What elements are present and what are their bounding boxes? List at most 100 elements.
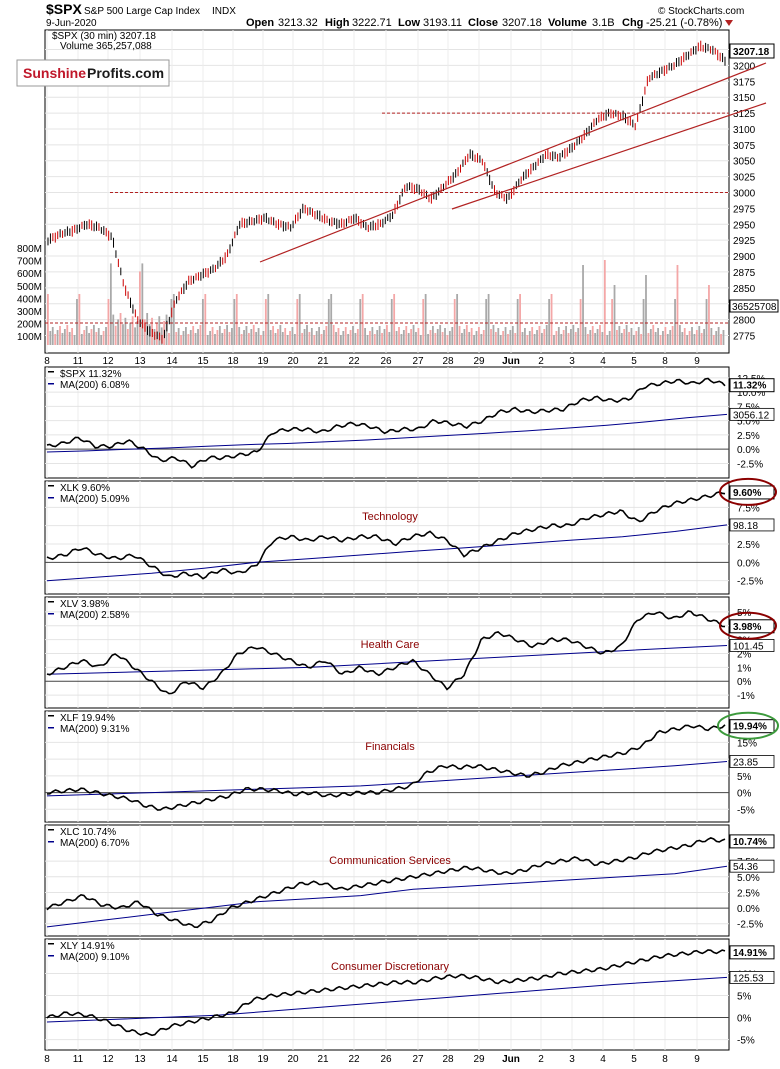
volume-bar — [722, 330, 725, 345]
volume-bar — [335, 332, 337, 345]
volume-bar — [313, 335, 316, 345]
volume-bar — [427, 334, 429, 345]
volume-bar — [509, 330, 512, 345]
volume-bar — [567, 333, 570, 345]
volume-bar — [717, 327, 720, 345]
volume-bar — [187, 334, 190, 345]
volume-bar — [250, 329, 253, 345]
ma-line — [46, 413, 728, 453]
sector-label: Financials — [365, 741, 415, 753]
high-label: High — [325, 17, 350, 29]
x-tick-label: 19 — [257, 356, 269, 367]
performance-line — [46, 610, 726, 695]
volume-bar — [548, 299, 551, 345]
volume-bar — [100, 335, 103, 345]
x-tick-label: 8 — [44, 356, 50, 367]
volume-bar — [410, 329, 413, 345]
volume-bar — [678, 325, 681, 345]
legend-swatch — [48, 371, 54, 373]
panel-y-tick: 5.0% — [737, 417, 760, 428]
panel-legend: XLK 9.60% — [60, 483, 110, 494]
volume-bar — [356, 329, 359, 345]
volume-bar — [223, 329, 226, 345]
ma-line — [46, 976, 728, 1023]
volume-bar — [233, 299, 236, 345]
volume-bar — [666, 334, 669, 345]
volume-bar — [381, 333, 383, 345]
volume-bar — [327, 299, 330, 345]
volume-bar — [201, 299, 204, 345]
volume-bar — [436, 329, 439, 345]
volume-bar — [267, 294, 270, 345]
volume-y-tick: 100M — [17, 332, 42, 343]
volume-bar — [695, 330, 698, 345]
volume-bar — [662, 331, 664, 345]
volume-bar — [71, 328, 74, 345]
volume-bar — [536, 330, 538, 345]
price-y-tick: 2800 — [733, 316, 756, 327]
trendline-lower — [451, 102, 767, 210]
price-y-tick: 2875 — [733, 268, 756, 279]
volume-bar — [269, 330, 272, 345]
highlight-ellipse — [717, 711, 779, 740]
volume-y-tick: 700M — [17, 257, 42, 268]
price-y-tick: 2850 — [733, 284, 756, 295]
volume-bar — [565, 326, 567, 345]
volume-bar — [119, 313, 122, 345]
volume-y-tick: 600M — [17, 269, 42, 280]
volume-bar — [393, 294, 396, 345]
x-tick-label: 2 — [538, 1054, 544, 1065]
panel-ma-badge-box — [729, 971, 775, 984]
volume-bar — [247, 333, 250, 345]
volume-bar — [260, 335, 262, 345]
volume-bar — [584, 327, 587, 345]
volume-bar — [463, 329, 466, 345]
panel-badge-box — [729, 619, 775, 634]
volume-bar — [494, 332, 497, 345]
volume-bar — [339, 335, 342, 345]
volume-bar — [647, 333, 650, 345]
volume-bar — [209, 331, 212, 345]
volume-bar — [531, 327, 534, 345]
volume-bar — [417, 328, 420, 345]
volume-bar — [637, 327, 640, 345]
volume-bar — [630, 328, 633, 345]
volume-legend-text: Volume 365,257,088 — [60, 41, 152, 52]
volume-bar — [499, 335, 502, 345]
volume-bar — [373, 334, 376, 345]
panel-badge: 10.74% — [733, 837, 767, 848]
panel-legend: XLY 14.91% — [60, 941, 115, 952]
x-tick-label: 22 — [348, 356, 360, 367]
volume-bar — [303, 329, 306, 345]
volume-bar — [705, 299, 708, 345]
volume-bar — [301, 333, 304, 345]
high-value: 3222.71 — [352, 17, 392, 29]
volume-bar — [473, 335, 475, 345]
panel-y-tick: 2.5% — [737, 431, 760, 442]
volume-bar — [49, 331, 52, 345]
volume-bar — [352, 326, 354, 345]
volume-bar — [378, 326, 381, 345]
panel-badge: 3.98% — [733, 622, 761, 633]
volume-bar — [487, 294, 490, 345]
x-tick-label: 5 — [631, 356, 637, 367]
sector-panel: 7.5%5.0%2.5%0.0%-2.5%XLC 10.74%MA(200) 6… — [44, 824, 775, 937]
performance-line — [46, 377, 726, 469]
volume-bar — [686, 335, 689, 345]
logo-part1: Sunshine — [23, 65, 86, 81]
price-y-tick: 3075 — [733, 141, 756, 152]
volume-y-tick: 500M — [17, 282, 42, 293]
volume-bar — [318, 327, 320, 345]
x-tick-label: Jun — [502, 356, 520, 367]
volume-bar — [337, 328, 340, 345]
volume-bar — [579, 299, 582, 345]
volume-bar — [315, 331, 318, 345]
volume-bar — [482, 330, 485, 345]
volume-bar — [344, 327, 347, 345]
volume-bar — [383, 329, 386, 345]
panel-ma-badge: 125.53 — [733, 973, 764, 984]
volume-bar — [93, 325, 95, 345]
volume-bar — [444, 328, 446, 345]
price-y-tick: 3125 — [733, 109, 756, 120]
x-tick-label: 15 — [197, 356, 209, 367]
